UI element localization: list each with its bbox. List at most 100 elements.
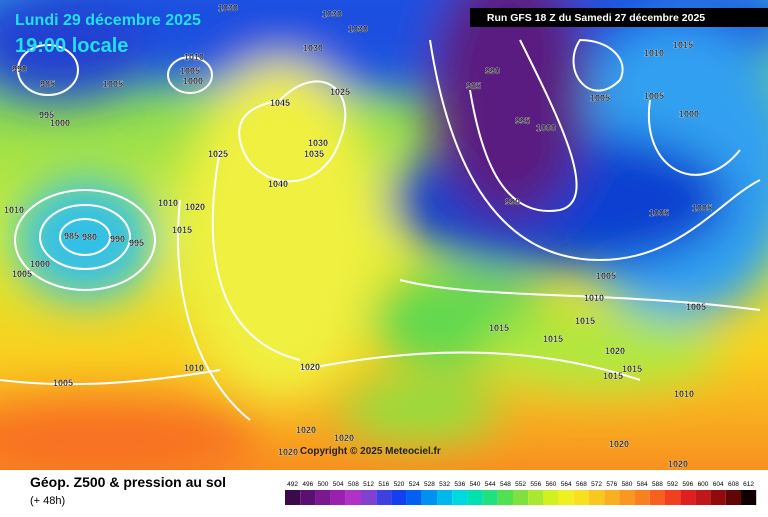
isobar-label: 1005 xyxy=(686,302,706,312)
isobar-label: 1010 xyxy=(4,205,24,215)
scale-label: 532 xyxy=(439,481,450,488)
isobar-label: 1020 xyxy=(334,433,354,443)
isobar-label: 1010 xyxy=(644,48,664,58)
lead-time: (+ 48h) xyxy=(30,495,65,507)
color-swatch xyxy=(649,490,665,505)
colorbar: 492 496 500 504 508 512 516 520 524 528 532 536 540 5… xyxy=(285,481,757,505)
color-swatch xyxy=(467,490,483,505)
scale-label: 536 xyxy=(454,481,465,488)
footer-title: Géop. Z500 & pression au sol xyxy=(30,474,226,490)
isobar-label: 1015 xyxy=(575,316,595,326)
color-swatch xyxy=(345,490,361,505)
isobar-label: 1020 xyxy=(278,447,298,457)
scale-label: 584 xyxy=(637,481,648,488)
scale-label: 500 xyxy=(318,481,329,488)
color-swatch xyxy=(634,490,650,505)
isobar-label: 995 xyxy=(515,116,530,126)
isobar-label: 1000 xyxy=(50,118,70,128)
scale-label: 612 xyxy=(743,481,754,488)
scale-label: 556 xyxy=(530,481,541,488)
scale-label: 492 xyxy=(287,481,298,488)
isobar-label: 985 xyxy=(64,231,79,241)
isobar-label: 1045 xyxy=(270,98,290,108)
isobar-label: 1025 xyxy=(330,87,350,97)
time: 19:00 locale xyxy=(15,35,128,57)
scale-label: 512 xyxy=(363,481,374,488)
color-swatch xyxy=(452,490,468,505)
isobar-label: 1015 xyxy=(489,323,509,333)
color-swatch xyxy=(573,490,589,505)
run-info: Run GFS 18 Z du Samedi 27 décembre 2025 xyxy=(487,12,705,24)
color-swatch xyxy=(543,490,559,505)
color-swatch xyxy=(421,490,437,505)
isobar-label: 1010 xyxy=(184,363,204,373)
color-swatch xyxy=(330,490,346,505)
isobar-label: 995 xyxy=(39,110,54,120)
isobar-label: 1020 xyxy=(296,425,316,435)
scale-label: 496 xyxy=(302,481,313,488)
scale-label: 544 xyxy=(485,481,496,488)
isobar-label: 990 xyxy=(110,234,125,244)
isobar-label: 1010 xyxy=(584,293,604,303)
isobar-label: 1015 xyxy=(172,225,192,235)
scale-label: 508 xyxy=(348,481,359,488)
isobars xyxy=(0,38,761,421)
isobar-label: 1010 xyxy=(674,389,694,399)
date: Lundi 29 décembre 2025 xyxy=(15,12,201,29)
isobar-label: 1005 xyxy=(692,203,712,213)
scale-label: 528 xyxy=(424,481,435,488)
isobar-label: 990 xyxy=(505,197,520,207)
isobar-label: 1005 xyxy=(12,269,32,279)
color-swatch xyxy=(406,490,422,505)
isobar-label: 1015 xyxy=(603,371,623,381)
run-box xyxy=(470,8,768,27)
scale-label: 564 xyxy=(561,481,572,488)
scale-label: 560 xyxy=(546,481,557,488)
scale-label: 600 xyxy=(698,481,709,488)
isobar-label: 1025 xyxy=(208,149,228,159)
scale-label: 572 xyxy=(591,481,602,488)
color-swatch xyxy=(710,490,726,505)
isobar-label: 1020 xyxy=(300,362,320,372)
scale-label: 520 xyxy=(394,481,405,488)
isobar-label: 980 xyxy=(82,232,97,242)
color-swatch xyxy=(391,490,407,505)
scale-label: 604 xyxy=(713,481,724,488)
scale-label: 608 xyxy=(728,481,739,488)
isobar-label: 985 xyxy=(466,81,481,91)
isobar-label: 1005 xyxy=(649,208,669,218)
isobar-label: 1010 xyxy=(184,52,204,62)
color-swatch xyxy=(361,490,377,505)
isobar-label: 1030 xyxy=(308,138,328,148)
isobar-label: 1005 xyxy=(596,271,616,281)
isobar-label: 990 xyxy=(12,64,27,74)
color-swatch xyxy=(589,490,605,505)
color-swatch xyxy=(725,490,741,505)
isobar-label: 1000 xyxy=(536,123,556,133)
isobar-label: 1005 xyxy=(103,79,123,89)
color-swatch xyxy=(695,490,711,505)
isobar-label: 1005 xyxy=(53,378,73,388)
scale-label: 516 xyxy=(378,481,389,488)
scale-label: 540 xyxy=(470,481,481,488)
isobar-label: 1020 xyxy=(609,439,629,449)
isobar-label: 1030 xyxy=(218,3,238,13)
isobar-label: 1000 xyxy=(183,76,203,86)
isobar-label: 1030 xyxy=(348,24,368,34)
isobar-label: 1000 xyxy=(30,259,50,269)
isobar-label: 1040 xyxy=(268,179,288,189)
scale-label: 568 xyxy=(576,481,587,488)
scale-label: 504 xyxy=(333,481,344,488)
isobar-label: 1015 xyxy=(543,334,563,344)
color-swatch xyxy=(482,490,498,505)
color-swatch xyxy=(315,490,331,505)
color-swatch xyxy=(619,490,635,505)
scale-label: 548 xyxy=(500,481,511,488)
isobar-label: 1020 xyxy=(185,202,205,212)
scale-label: 524 xyxy=(409,481,420,488)
scale-label: 592 xyxy=(667,481,678,488)
isobar-label: 1015 xyxy=(622,364,642,374)
